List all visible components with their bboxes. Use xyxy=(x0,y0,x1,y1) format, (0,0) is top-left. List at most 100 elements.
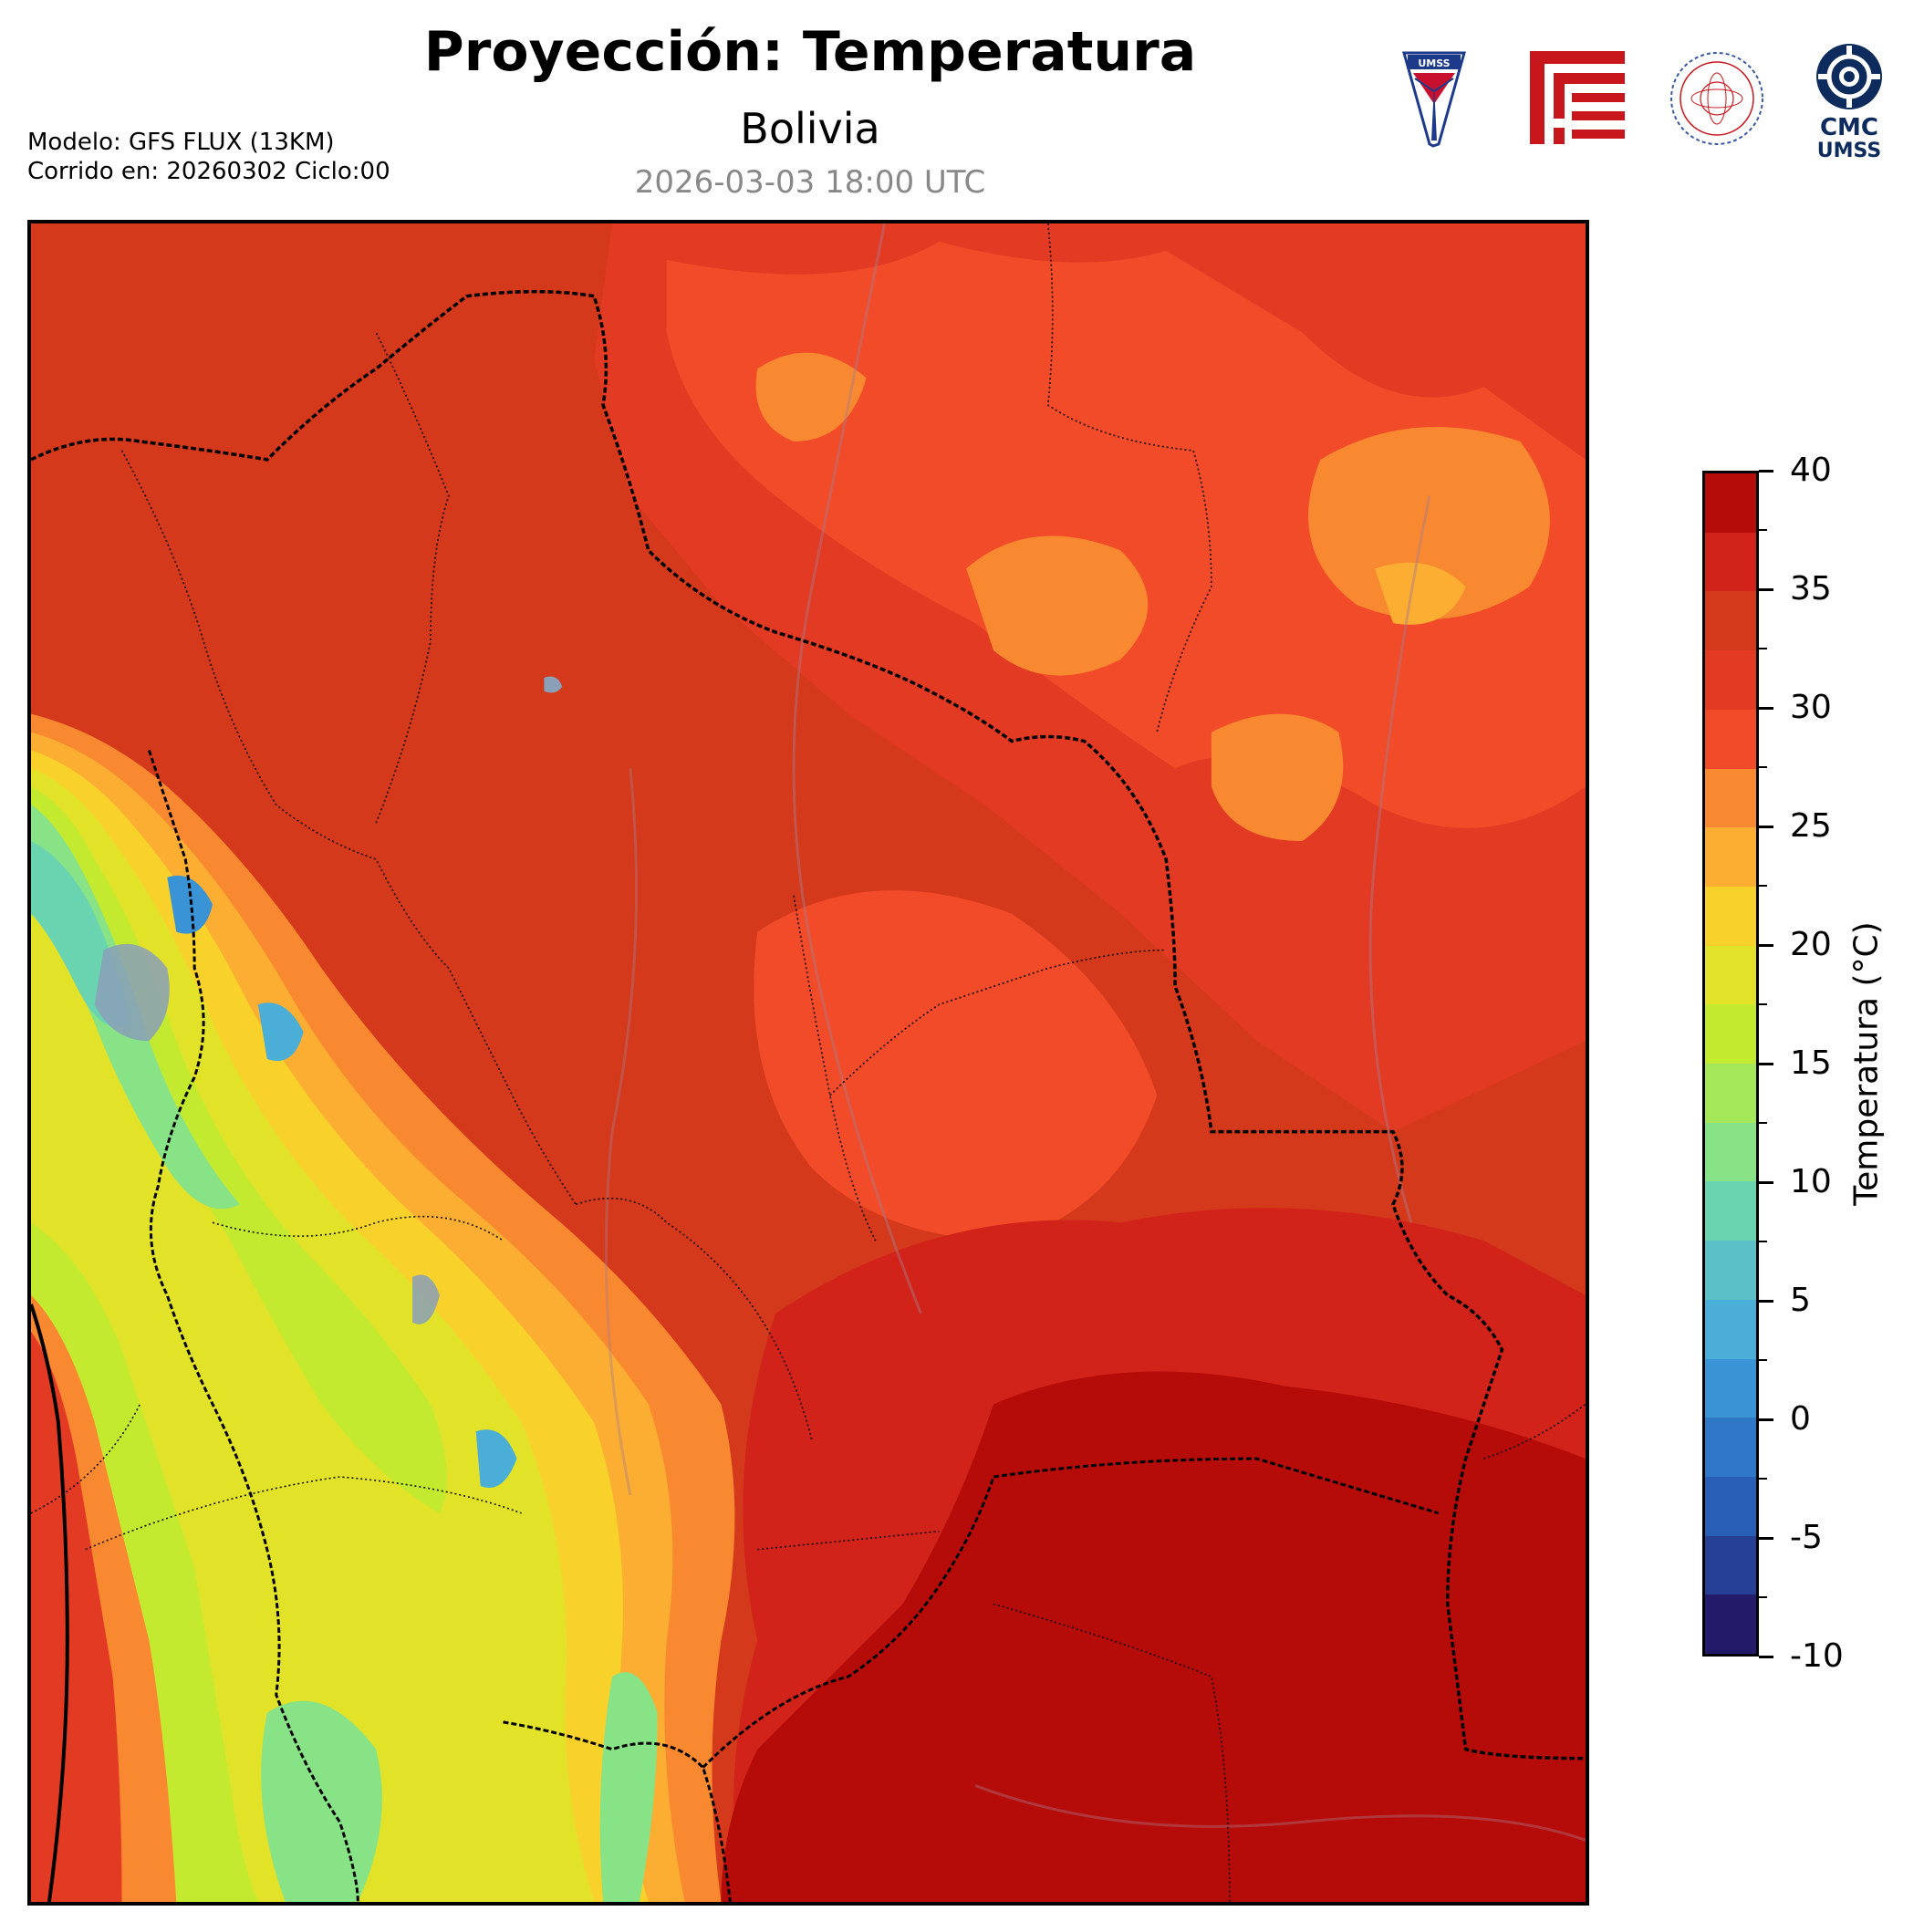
hot-field-center xyxy=(754,890,1158,1241)
fcyt-red-logo xyxy=(1530,51,1625,144)
colorbar-tick-label: 20 xyxy=(1790,926,1832,963)
dept-line-10 xyxy=(1046,223,1212,732)
dept-line-7 xyxy=(85,1476,522,1551)
dept-line-2 xyxy=(375,332,450,824)
departamento-fisica-logo xyxy=(1670,52,1763,145)
colorbar-minor-tick xyxy=(1759,1478,1767,1480)
bolivia-border-west xyxy=(147,750,359,1902)
dept-line-12 xyxy=(31,1404,141,1514)
cmc-logo-text: CMC xyxy=(1820,114,1878,141)
temperature-map-canvas[interactable] xyxy=(31,223,1586,1902)
bolivia-border-north-east xyxy=(31,289,1586,1761)
colorbar-level xyxy=(1705,1122,1756,1182)
colorbar-level xyxy=(1705,532,1756,592)
colorbar-level xyxy=(1705,945,1756,1005)
colorbar-tick xyxy=(1759,469,1773,473)
light-orange-patch-1 xyxy=(1375,562,1466,625)
valid-time: 2026-03-03 18:00 UTC xyxy=(634,164,986,201)
lake-north xyxy=(544,676,563,693)
page-title: Proyección: Temperatura xyxy=(423,20,1197,84)
colorbar-level xyxy=(1705,1476,1756,1537)
dept-line-4 xyxy=(829,949,1167,1096)
bolivia-border-south xyxy=(503,1720,732,1902)
run-line: Corrido en: 20260302 Ciclo:00 xyxy=(27,158,390,185)
colorbar-tick xyxy=(1759,1418,1773,1421)
orange-patch-2 xyxy=(1308,427,1550,620)
river-3 xyxy=(604,768,639,1496)
orange-patch-3 xyxy=(1211,713,1344,842)
colorbar-tick xyxy=(1759,943,1773,947)
colorbar-level xyxy=(1705,1418,1756,1478)
colorbar-tick xyxy=(1759,1062,1773,1065)
colorbar-tick-label: 25 xyxy=(1790,807,1832,845)
colorbar-level xyxy=(1705,1064,1756,1124)
colorbar-minor-tick xyxy=(1759,1596,1767,1598)
colorbar-minor-tick xyxy=(1759,1359,1767,1361)
umss-logo-subtext: UMSS xyxy=(1817,140,1881,159)
colorbar-tick-label: 0 xyxy=(1790,1400,1811,1438)
colorbar-tick-label: 30 xyxy=(1790,689,1832,726)
colorbar-level xyxy=(1705,1241,1756,1301)
colorbar-level xyxy=(1705,1594,1756,1654)
colorbar-tick xyxy=(1759,706,1773,710)
colorbar-level xyxy=(1705,886,1756,947)
hottest-field-chaco xyxy=(721,1371,1586,1902)
colorbar-tick xyxy=(1759,825,1773,828)
blue-peak-1 xyxy=(167,875,213,934)
region-subtitle: Bolivia xyxy=(740,104,880,153)
colorbar-minor-tick xyxy=(1759,1122,1767,1124)
colorbar-level xyxy=(1705,768,1756,828)
light-green-peaks-2 xyxy=(261,1700,382,1902)
colorbar-level xyxy=(1705,1004,1756,1065)
model-line: Modelo: GFS FLUX (13KM) xyxy=(27,129,335,156)
colorbar-tick-label: 10 xyxy=(1790,1163,1832,1200)
colorbar-tick-label: 5 xyxy=(1790,1282,1811,1319)
lake-poopo xyxy=(412,1274,440,1324)
orange-patch-4 xyxy=(755,352,867,441)
river-4 xyxy=(974,1784,1586,1842)
colorbar-tick xyxy=(1759,587,1773,591)
colorbar-minor-tick xyxy=(1759,529,1767,531)
colorbar-level xyxy=(1705,1181,1756,1241)
colorbar-tick-label: 40 xyxy=(1790,452,1832,489)
dept-line-5 xyxy=(575,1197,813,1441)
dept-line-8 xyxy=(757,1531,940,1551)
colorbar-minor-tick xyxy=(1759,648,1767,649)
blue-peak-3 xyxy=(475,1429,517,1488)
colorbar-tick xyxy=(1759,1536,1773,1540)
colorbar xyxy=(1702,471,1759,1657)
dept-line-1 xyxy=(120,450,577,1205)
umss-logo-text: UMSS xyxy=(1418,57,1450,69)
colorbar-tick xyxy=(1759,1655,1773,1658)
light-green-peaks-3 xyxy=(599,1672,658,1902)
colorbar-level xyxy=(1705,1358,1756,1418)
colorbar-tick-label: -5 xyxy=(1790,1519,1823,1556)
blue-peak-2 xyxy=(257,1002,304,1062)
colorbar-level xyxy=(1705,591,1756,651)
colorbar-level xyxy=(1705,1299,1756,1359)
bolivia-border-paraguay xyxy=(702,1457,1440,1769)
colorbar-tick-label: -10 xyxy=(1790,1637,1844,1675)
umss-shield-logo: UMSS xyxy=(1402,51,1466,148)
model-info: Modelo: GFS FLUX (13KM) Corrido en: 2026… xyxy=(27,128,390,186)
colorbar-level xyxy=(1705,1535,1756,1595)
colorbar-tick-label: 15 xyxy=(1790,1044,1832,1082)
colorbar-minor-tick xyxy=(1759,766,1767,768)
colorbar-level xyxy=(1705,709,1756,769)
red-west-coast xyxy=(31,1331,122,1902)
colorbar-level xyxy=(1705,827,1756,888)
cmc-umss-logo: CMC UMSS xyxy=(1816,44,1882,159)
colorbar-tick-label: 35 xyxy=(1790,570,1832,608)
river-1 xyxy=(792,223,922,1314)
orange-patch-1 xyxy=(966,535,1149,676)
temperature-map[interactable] xyxy=(27,220,1589,1906)
coastline-pacific xyxy=(31,1304,69,1902)
hot-field-north xyxy=(666,241,1586,828)
colorbar-tick xyxy=(1759,1299,1773,1303)
colorbar-minor-tick xyxy=(1759,1241,1767,1242)
colorbar-level xyxy=(1705,473,1756,534)
colorbar-title: Temperatura (°C) xyxy=(1847,921,1886,1206)
river-2 xyxy=(1368,495,1431,1223)
colorbar-level xyxy=(1705,650,1756,711)
logo-strip: UMSS CMC UMSS xyxy=(1400,44,1893,159)
